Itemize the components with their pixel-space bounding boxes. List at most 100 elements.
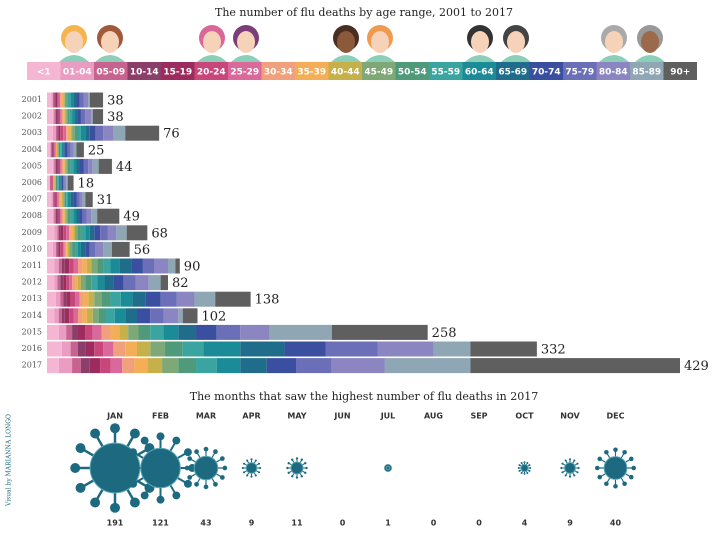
month-label: JAN (106, 412, 123, 421)
bar-segment (52, 125, 56, 141)
legend-label: 10-14 (130, 68, 159, 78)
total-label: 56 (134, 243, 151, 258)
virus-knob (183, 448, 192, 457)
bar-segment (60, 208, 62, 224)
virus-knob (90, 497, 101, 508)
virus-knob (129, 479, 138, 488)
bar-segment (77, 125, 81, 141)
y-tick-label: 2008 (22, 211, 42, 220)
bar-segment (58, 225, 61, 241)
virus-knob (287, 462, 290, 465)
virus-knob (561, 471, 564, 474)
bar-segment (47, 142, 50, 158)
virus (517, 461, 532, 475)
bar-segment (60, 291, 64, 307)
bar-segment (77, 109, 81, 125)
bar-segment (55, 192, 58, 208)
bar-segment (154, 258, 168, 274)
virus-knob (90, 428, 101, 439)
legend-label: 55-59 (431, 68, 460, 78)
bar-segment (203, 341, 241, 357)
bar-segment (47, 192, 52, 208)
bar-segment (94, 291, 102, 307)
bar-segment (79, 92, 84, 108)
bar-segment (52, 208, 55, 224)
bar-segment (182, 308, 198, 324)
bar-segment (66, 109, 68, 125)
virus-knob (75, 443, 86, 454)
face-body (465, 55, 495, 62)
bar-segment (80, 241, 86, 257)
virus-knob (523, 472, 526, 475)
virus-knob (257, 462, 261, 465)
bar-segment (57, 125, 59, 141)
total-label: 18 (78, 177, 95, 192)
bar-segment (86, 308, 93, 324)
value-label: 1 (385, 519, 391, 528)
bar-segment (54, 142, 56, 158)
bar-segment (100, 225, 108, 241)
bar-segment (111, 241, 130, 257)
face-skin (65, 31, 83, 53)
bar-segment (54, 208, 56, 224)
bar-segment (77, 241, 81, 257)
bar-segment (60, 158, 62, 174)
virus-core (603, 456, 628, 480)
legend-label: 35-39 (297, 68, 326, 78)
virus-knob (604, 449, 609, 455)
bar-segment (92, 158, 99, 174)
bar-segment (79, 208, 83, 224)
bar-segment (73, 308, 78, 324)
virus-knob (246, 459, 249, 462)
bar-segment (60, 225, 64, 241)
bar-segment (82, 308, 87, 324)
face-skin (641, 31, 659, 53)
bar-segment (107, 225, 117, 241)
bar-segment (47, 208, 53, 224)
bar-segment (64, 258, 70, 274)
bar-segment (103, 241, 112, 257)
bar-segment (150, 308, 164, 324)
virus-knob (300, 475, 303, 478)
bar-segment (54, 109, 56, 125)
total-label: 258 (432, 326, 457, 341)
bar-segment (85, 341, 95, 357)
bar-segment (60, 275, 64, 291)
bar-segment (119, 324, 129, 340)
bar-segment (128, 324, 139, 340)
virus-knob (291, 458, 294, 461)
bar-segment (69, 109, 73, 125)
virus-knob (172, 491, 181, 500)
y-tick-label: 2015 (22, 327, 42, 336)
virus-knob (622, 449, 627, 455)
bar-segment (148, 275, 161, 291)
bar-segment (83, 158, 89, 174)
bar-segment (103, 125, 114, 141)
bar-segment (178, 324, 197, 340)
legend-swatch (295, 62, 329, 80)
face-skin (237, 31, 255, 53)
y-tick-label: 2004 (22, 145, 42, 154)
bar-segment (85, 109, 92, 125)
face-body (59, 55, 89, 62)
bar-segment (83, 92, 89, 108)
bar-segment (69, 225, 71, 241)
bar-segment (64, 142, 68, 158)
bar-segment (64, 175, 67, 191)
bar-segment (47, 275, 55, 291)
bar-segment (63, 208, 65, 224)
face-skin (605, 31, 623, 53)
bar-segment (52, 241, 56, 257)
bar-segment (54, 192, 56, 208)
total-label: 332 (541, 343, 566, 358)
legend-swatch (161, 62, 195, 80)
month-label: MAR (196, 412, 216, 421)
virus-knob (528, 469, 531, 472)
bar-segment (66, 241, 68, 257)
bar-segment (60, 109, 62, 125)
bar-segment (116, 225, 127, 241)
bar-segment (76, 92, 80, 108)
bar-segment (98, 158, 112, 174)
bar-segment (47, 358, 59, 374)
